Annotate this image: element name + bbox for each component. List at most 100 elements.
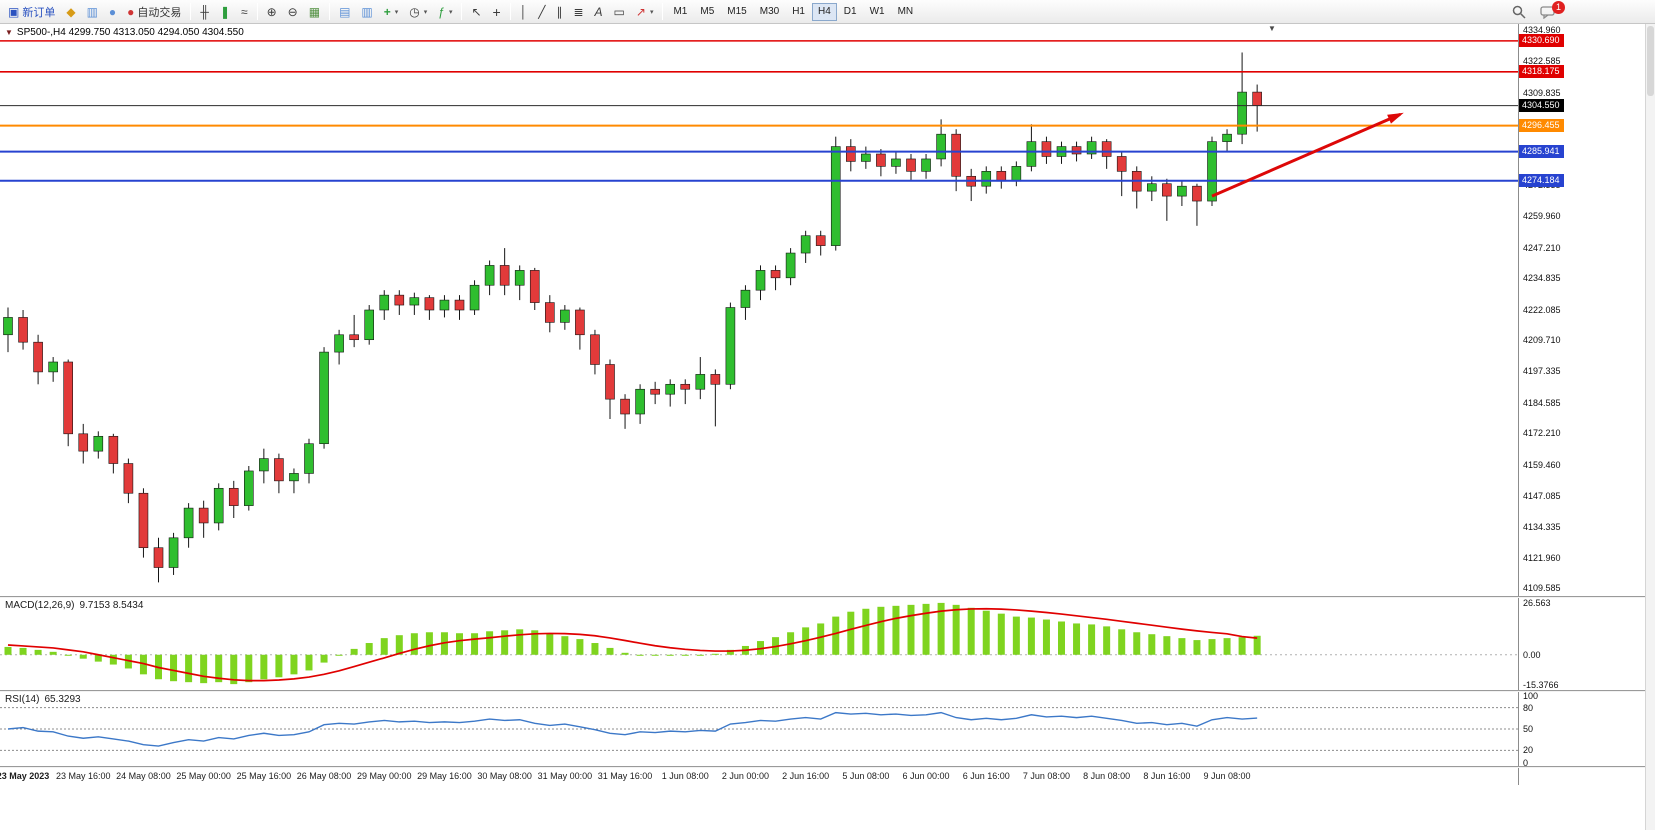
chart-title: ▼ SP500-,H4 4299.750 4313.050 4294.050 43… (5, 27, 244, 38)
time-axis-label: 30 May 08:00 (477, 771, 532, 781)
price-badge: 4296.455 (1519, 118, 1564, 132)
price-axis-label: 4247.210 (1523, 242, 1561, 253)
community-button[interactable]: ● (104, 2, 121, 22)
line-chart-button[interactable]: ≈ (236, 2, 253, 22)
market-watch-icon: ◆ (66, 4, 76, 19)
macd-canvas[interactable]: MACD(12,26,9) 9.7153 8.5434 (0, 598, 1518, 690)
timeframe-m30[interactable]: M30 (754, 3, 785, 21)
line-chart-icon: ≈ (241, 4, 248, 19)
scrollbar-thumb[interactable] (1647, 26, 1654, 96)
time-axis-label: 8 Jun 16:00 (1143, 771, 1191, 781)
price-badge: 4274.184 (1519, 173, 1564, 187)
time-axis-label: 25 May 00:00 (176, 771, 231, 781)
toolbox-button[interactable]: ▥ (82, 2, 103, 22)
new-order-button[interactable]: ▣ 新订单 (3, 2, 60, 22)
cascade-windows-button[interactable]: ▥ (356, 2, 377, 22)
clock-icon: ◷ (409, 4, 420, 19)
new-order-icon: ▣ (8, 4, 20, 19)
price-axis-label: 4184.585 (1523, 397, 1561, 408)
channel-tool-button[interactable]: ∥ (551, 2, 567, 22)
zoom-out-button[interactable]: ⊖ (283, 2, 303, 22)
vertical-line-tool-button[interactable]: │ (515, 2, 533, 22)
grid-button[interactable]: ▦ (304, 2, 325, 22)
search-button[interactable] (1507, 2, 1531, 22)
arrows-tool-button[interactable]: ↗ ▾ (631, 2, 659, 22)
chart-shift-marker[interactable]: ▼ (1268, 24, 1276, 33)
timeframe-m15[interactable]: M15 (721, 3, 752, 21)
axis-corner (1518, 768, 1655, 785)
price-badge: 4304.550 (1519, 98, 1564, 112)
text-tool-button[interactable]: A (590, 2, 608, 22)
cascade-windows-icon: ▥ (361, 4, 373, 19)
rsi-axis-label: 50 (1523, 724, 1534, 734)
period-button[interactable]: ◷ ▾ (404, 2, 432, 22)
toolbar-separator (461, 3, 463, 20)
macd-axis[interactable]: 26.563 0.00 -15.3766 (1518, 598, 1655, 690)
label-tool-button[interactable]: ▭ (609, 2, 630, 22)
channel-icon: ∥ (556, 4, 563, 19)
price-axis-label: 4109.585 (1523, 583, 1561, 594)
tile-windows-button[interactable]: ▤ (334, 2, 355, 22)
time-axis[interactable]: 23 May 2023 23 May 16:00 24 May 08:00 25 Ma… (0, 768, 1518, 785)
macd-axis-label: 0.00 (1523, 649, 1541, 660)
new-chart-button[interactable]: + ▾ (379, 2, 404, 22)
new-chart-icon: + (383, 4, 391, 19)
time-axis-label: 31 May 00:00 (537, 771, 593, 781)
time-axis-label: 6 Jun 16:00 (962, 771, 1010, 781)
candlestick-chart-icon: ❚ (219, 4, 230, 19)
community-icon: ● (108, 4, 117, 19)
new-order-label: 新订单 (22, 6, 56, 19)
price-axis-label: 4147.085 (1523, 490, 1561, 501)
macd-axis-label: -15.3766 (1523, 679, 1559, 690)
crosshair-tool-button[interactable]: + (488, 2, 506, 22)
bar-chart-button[interactable]: ╫ (195, 2, 214, 22)
timeframe-m5[interactable]: M5 (694, 3, 720, 21)
main-chart-row: ▼ SP500-,H4 4299.750 4313.050 4294.050 43… (0, 24, 1655, 596)
timeframe-h1[interactable]: H1 (786, 3, 811, 21)
rsi-value: 65.3293 (44, 694, 81, 705)
trendline-tool-button[interactable]: ╱ (533, 2, 550, 22)
collapse-icon[interactable]: ▼ (5, 28, 13, 37)
panel-separator[interactable] (0, 690, 1655, 692)
price-axis-label: 4259.960 (1523, 211, 1561, 221)
timeframe-label: M1 (673, 6, 688, 17)
text-tool-icon: A (594, 4, 603, 19)
price-axis-label: 4334.960 (1523, 25, 1561, 36)
timeframe-label: M30 (759, 6, 780, 17)
timeframe-m1[interactable]: M1 (667, 3, 693, 21)
market-watch-button[interactable]: ◆ (61, 2, 80, 22)
cursor-tool-button[interactable]: ↖ (466, 2, 486, 22)
macd-values: 9.7153 8.5434 (79, 600, 144, 611)
time-axis-label: 29 May 16:00 (417, 771, 472, 781)
timeframe-d1[interactable]: D1 (838, 3, 863, 21)
toolbar-separator (329, 3, 331, 20)
candlestick-chart-button[interactable]: ❚ (215, 2, 235, 22)
notifications-button[interactable]: 1 (1535, 0, 1565, 22)
rsi-axis-label: 20 (1523, 745, 1534, 756)
vertical-scrollbar[interactable] (1645, 24, 1655, 830)
bar-chart-icon: ╫ (200, 4, 209, 19)
timeframe-h4[interactable]: H4 (811, 2, 837, 21)
timeframe-w1[interactable]: W1 (864, 3, 891, 21)
indicators-button[interactable]: ƒ ▾ (433, 2, 457, 22)
main-price-axis[interactable]: 4334.9604322.5854309.8354297.3354284.960… (1518, 24, 1655, 596)
timeframe-label: D1 (843, 6, 857, 17)
zoom-in-button[interactable]: ⊕ (262, 2, 282, 22)
chevron-down-icon: ▾ (394, 8, 399, 16)
timeframe-mn[interactable]: MN (892, 3, 920, 21)
timeframe-label: M15 (727, 6, 747, 17)
time-axis-row: 23 May 2023 23 May 16:00 24 May 08:00 25 Ma… (0, 768, 1655, 785)
rsi-canvas[interactable]: RSI(14) 65.3293 (0, 692, 1518, 766)
rsi-axis-label: 0 (1523, 758, 1529, 768)
rsi-axis[interactable]: 100 80 50 20 0 (1518, 691, 1655, 768)
fibonacci-tool-button[interactable]: ≣ (568, 2, 588, 22)
panel-separator[interactable] (0, 596, 1655, 598)
auto-trading-button[interactable]: ● 自动交易 (122, 2, 186, 22)
main-chart-canvas[interactable]: ▼ SP500-,H4 4299.750 4313.050 4294.050 43… (0, 24, 1518, 596)
price-axis-label: 4222.085 (1523, 304, 1561, 315)
panel-separator (0, 766, 1655, 768)
time-axis-label: 1 Jun 08:00 (661, 771, 709, 781)
auto-trading-icon: ● (127, 4, 135, 19)
time-axis-label: 8 Jun 08:00 (1083, 771, 1131, 781)
chevron-down-icon: ▾ (649, 8, 654, 16)
